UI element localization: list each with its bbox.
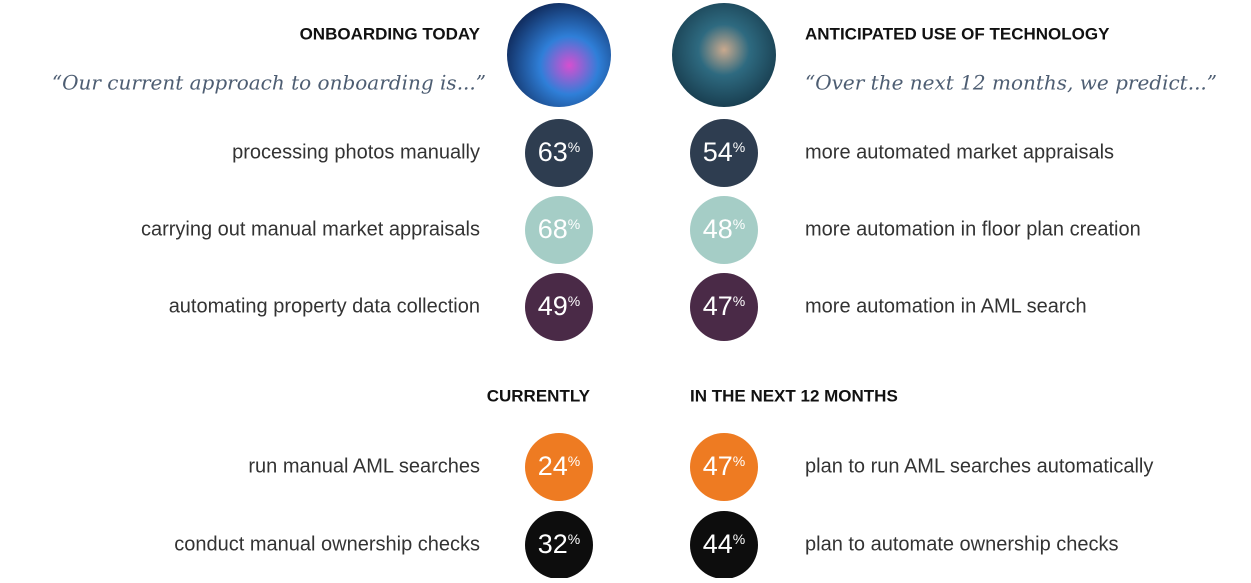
stat-unit: % — [568, 216, 580, 232]
stat-label: plan to run AML searches automatically — [805, 455, 1153, 477]
stat-unit: % — [568, 293, 580, 309]
stat-number: 68 — [538, 214, 568, 244]
stat-label: run manual AML searches — [248, 455, 480, 477]
stat-unit: % — [568, 453, 580, 469]
section-title: ANTICIPATED USE OF TECHNOLOGY — [805, 24, 1110, 43]
section-title: ONBOARDING TODAY — [300, 24, 481, 43]
photo — [672, 3, 776, 107]
stat-number: 24 — [538, 451, 568, 481]
stat-number: 44 — [703, 529, 733, 559]
stat-label: automating property data collection — [169, 295, 480, 317]
infographic: ONBOARDING TODAY “Our current approach t… — [0, 0, 1251, 578]
stat-number: 47 — [703, 451, 733, 481]
stat-unit: % — [733, 216, 745, 232]
quote: “Over the next 12 months, we predict...” — [805, 71, 1217, 95]
stat-unit: % — [733, 453, 745, 469]
stat-number: 54 — [703, 137, 733, 167]
stat-unit: % — [568, 531, 580, 547]
section-title: IN THE NEXT 12 MONTHS — [690, 386, 898, 405]
stat-number: 32 — [538, 529, 568, 559]
stat-number: 48 — [703, 214, 733, 244]
stat-unit: % — [733, 293, 745, 309]
stat-label: more automation in floor plan creation — [805, 218, 1141, 240]
stat-label: more automation in AML search — [805, 295, 1087, 317]
stat-label: conduct manual ownership checks — [174, 533, 480, 555]
stat-label: carrying out manual market appraisals — [141, 218, 480, 240]
stat-label: more automated market appraisals — [805, 141, 1114, 163]
stat-label: processing photos manually — [232, 141, 480, 163]
stat-number: 63 — [538, 137, 568, 167]
stat-label: plan to automate ownership checks — [805, 533, 1119, 555]
stat-unit: % — [568, 139, 580, 155]
stat-number: 49 — [538, 291, 568, 321]
quote: “Our current approach to onboarding is..… — [52, 71, 486, 95]
stat-unit: % — [733, 531, 745, 547]
section-title: CURRENTLY — [487, 386, 591, 405]
photo — [507, 3, 611, 107]
stat-number: 47 — [703, 291, 733, 321]
stat-unit: % — [733, 139, 745, 155]
